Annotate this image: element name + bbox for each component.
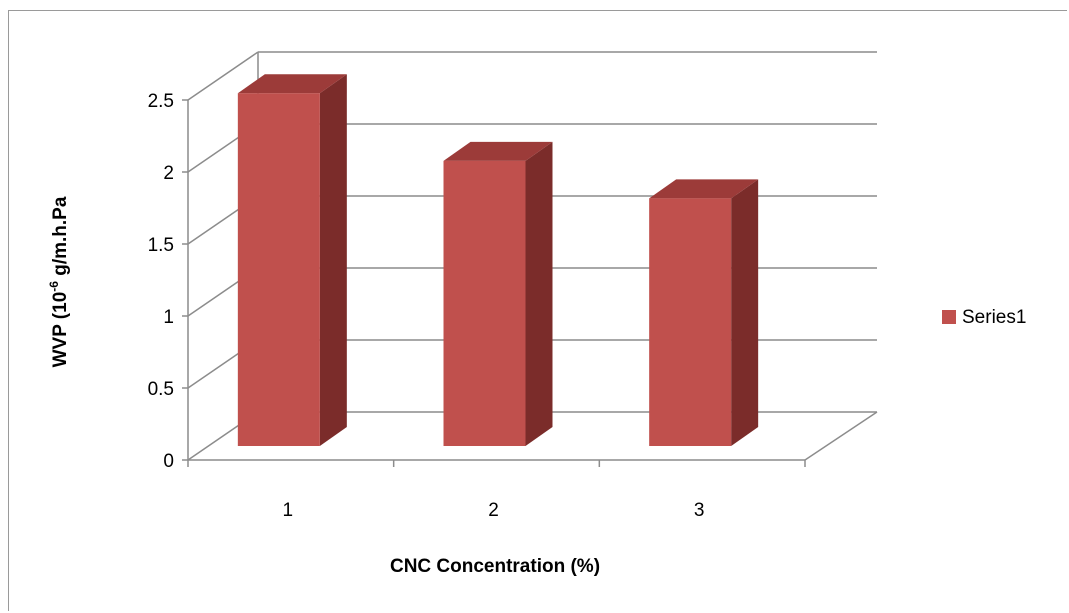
bar-front-2 <box>649 198 732 446</box>
bar-top-0 <box>237 74 347 94</box>
gridlines <box>187 51 877 461</box>
legend-label-series1: Series1 <box>962 307 1026 328</box>
legend-swatch-series1 <box>942 310 956 324</box>
floor-right-edge <box>804 411 878 461</box>
x-tick-label-1: 2 <box>488 500 499 521</box>
y-tick-label-1: 0.5 <box>148 379 174 400</box>
y-tick-label-0: 0 <box>163 451 174 472</box>
bar-top-2 <box>649 179 759 199</box>
y-axis-title-suffix: g/m.h.Pa <box>50 196 71 281</box>
x-tick-labels: 1 2 3 <box>283 500 705 521</box>
y-axis-title: WVP (10-6 g/m.h.Pa <box>47 196 71 367</box>
bar-side-0 <box>319 74 347 446</box>
x-tick-label-2: 3 <box>694 500 705 521</box>
bar-front-0 <box>237 93 320 446</box>
bar-front-1 <box>443 160 526 446</box>
y-tick-label-5: 2.5 <box>148 91 174 112</box>
y-axis-title-prefix: WVP (10 <box>50 292 71 368</box>
y-tick-label-4: 2 <box>163 163 174 184</box>
bar-2 <box>443 141 553 446</box>
legend: Series1 <box>942 307 1026 328</box>
chart-frame <box>8 10 1067 611</box>
y-axis-title-exponent: -6 <box>47 281 61 292</box>
y-tick-labels: 0 0.5 1 1.5 2 2.5 <box>148 91 174 472</box>
bar-top-1 <box>443 141 553 161</box>
bar-side-1 <box>525 141 553 446</box>
y-tick-label-2: 1 <box>163 307 174 328</box>
bar-3 <box>649 179 759 446</box>
x-tick-label-0: 1 <box>283 500 294 521</box>
y-tick-label-3: 1.5 <box>148 235 174 256</box>
bars <box>237 74 759 446</box>
gridline-side-5 <box>187 51 259 101</box>
bar-side-2 <box>731 179 759 446</box>
x-axis-title: CNC Concentration (%) <box>390 556 600 577</box>
bar-1 <box>237 74 347 446</box>
